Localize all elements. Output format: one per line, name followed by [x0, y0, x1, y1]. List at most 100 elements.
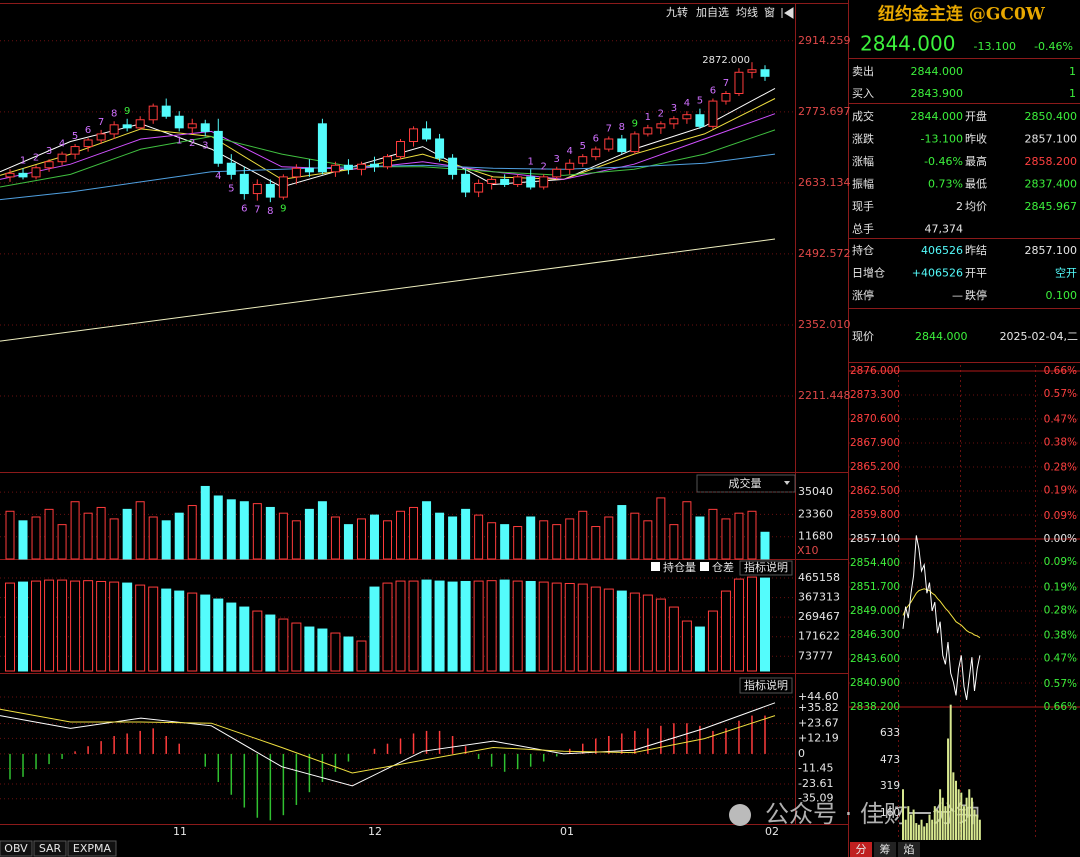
oi-bar	[421, 579, 432, 672]
intraday-volume	[960, 792, 963, 840]
macd-line	[0, 702, 776, 787]
watermark-icon	[729, 804, 751, 826]
volume-bar	[369, 514, 379, 560]
oi-bar	[213, 598, 224, 672]
tab[interactable]	[898, 842, 920, 857]
td-count: 5	[72, 131, 78, 142]
toolbar-button[interactable]: 九转	[666, 5, 688, 19]
intraday-volume	[907, 806, 910, 840]
y-tick-label: -35.09	[798, 792, 833, 805]
oi-option[interactable]: 持仓量	[663, 560, 696, 574]
y-tick-label: 2352.010	[798, 318, 851, 331]
candle-body	[487, 178, 497, 184]
oi-option[interactable]: 仓差	[712, 560, 734, 574]
toolbar-button[interactable]: 窗	[764, 5, 775, 19]
volume-bar	[83, 512, 93, 560]
quote-label: 振幅	[852, 177, 874, 191]
volume-bar	[461, 508, 471, 560]
volume-bar	[500, 524, 510, 560]
quote-label: 开盘	[965, 109, 987, 123]
tab[interactable]	[874, 842, 896, 857]
y-tick-label: 367313	[798, 591, 840, 604]
toolbar-button[interactable]: 均线	[736, 5, 758, 19]
oi-bar	[291, 622, 302, 672]
volume-bar	[630, 512, 640, 560]
candle-body	[708, 100, 718, 127]
volume-bar	[109, 518, 119, 560]
intraday-volume	[962, 806, 965, 840]
oi-bar	[239, 606, 250, 672]
pct-tick-label: 0.19%	[1044, 581, 1077, 593]
quote-label: 卖出	[852, 64, 874, 78]
volume-bar	[265, 506, 275, 560]
intraday-volume	[909, 814, 912, 840]
price-tick-label: 2867.900	[850, 437, 900, 449]
volume-bar	[604, 516, 614, 560]
oi-bar	[720, 590, 731, 672]
candle-body	[252, 183, 262, 195]
tab[interactable]	[0, 840, 33, 857]
intraday-volume	[973, 809, 976, 840]
x-tick-label: 01	[560, 825, 574, 838]
y-tick-label: 0	[798, 747, 805, 760]
quote-label: 涨跌	[852, 132, 874, 146]
candle-body	[565, 162, 575, 170]
tab-label[interactable]: SAR	[39, 842, 62, 855]
pct-tick-label: 0.28%	[1044, 604, 1077, 616]
price-tick-label: 2843.600	[850, 653, 900, 665]
oi-bar	[330, 632, 341, 672]
candle-body	[291, 167, 301, 178]
x-tick-label: 02	[765, 825, 779, 838]
candle-body	[513, 176, 523, 185]
tab[interactable]	[33, 840, 67, 857]
oi-bar	[5, 582, 15, 672]
td-count: 8	[619, 122, 625, 133]
volume-bar	[57, 524, 67, 560]
candle-body	[669, 118, 679, 125]
dropdown[interactable]	[696, 474, 796, 493]
price-line	[902, 535, 981, 700]
candle-body	[500, 178, 510, 185]
oi-bar	[265, 614, 276, 672]
candle-body	[591, 148, 601, 158]
candle-body	[187, 123, 197, 129]
quote-value: 2844.000	[911, 65, 964, 78]
tab-label[interactable]: OBV	[4, 842, 28, 855]
td-count: 2	[658, 108, 664, 119]
intraday-volume	[925, 823, 928, 840]
volume-bar	[317, 501, 327, 560]
tab-label[interactable]: EXPMA	[73, 842, 112, 855]
y-tick-label: 269467	[798, 610, 840, 623]
td-count: 5	[580, 141, 586, 152]
quote-label: 成交	[852, 109, 874, 123]
oi-help[interactable]: 指标说明	[744, 560, 788, 574]
candle-body	[148, 105, 158, 121]
oi-bar	[187, 592, 198, 672]
td-count: 4	[684, 98, 690, 109]
toolbar-button[interactable]: 加自选	[696, 6, 729, 19]
checkbox[interactable]	[700, 562, 709, 571]
y-tick-label: 2211.448	[798, 389, 851, 402]
intraday-volume	[957, 789, 960, 840]
macd-help[interactable]: 指标说明	[744, 678, 788, 692]
max-label: 2872.000	[702, 55, 750, 66]
checkbox[interactable]	[651, 562, 660, 571]
tab-label[interactable]: 分	[856, 843, 867, 856]
oi-bar	[447, 581, 458, 672]
vol-tick-label: 473	[880, 754, 900, 766]
avg-line	[902, 588, 981, 639]
tab-label[interactable]: 筹	[880, 842, 891, 856]
intraday-volume	[912, 809, 915, 840]
candle-body	[44, 161, 54, 169]
tab-label[interactable]: 焰	[904, 842, 915, 856]
button[interactable]	[739, 677, 793, 694]
tab[interactable]	[850, 842, 872, 857]
td-count: 7	[723, 78, 729, 89]
button[interactable]	[739, 560, 793, 576]
dropdown-label[interactable]: 成交量	[729, 476, 762, 490]
volume-bar	[383, 520, 392, 560]
volume-bar	[669, 524, 679, 560]
tab[interactable]	[67, 840, 117, 857]
td-count: 9	[632, 118, 638, 129]
